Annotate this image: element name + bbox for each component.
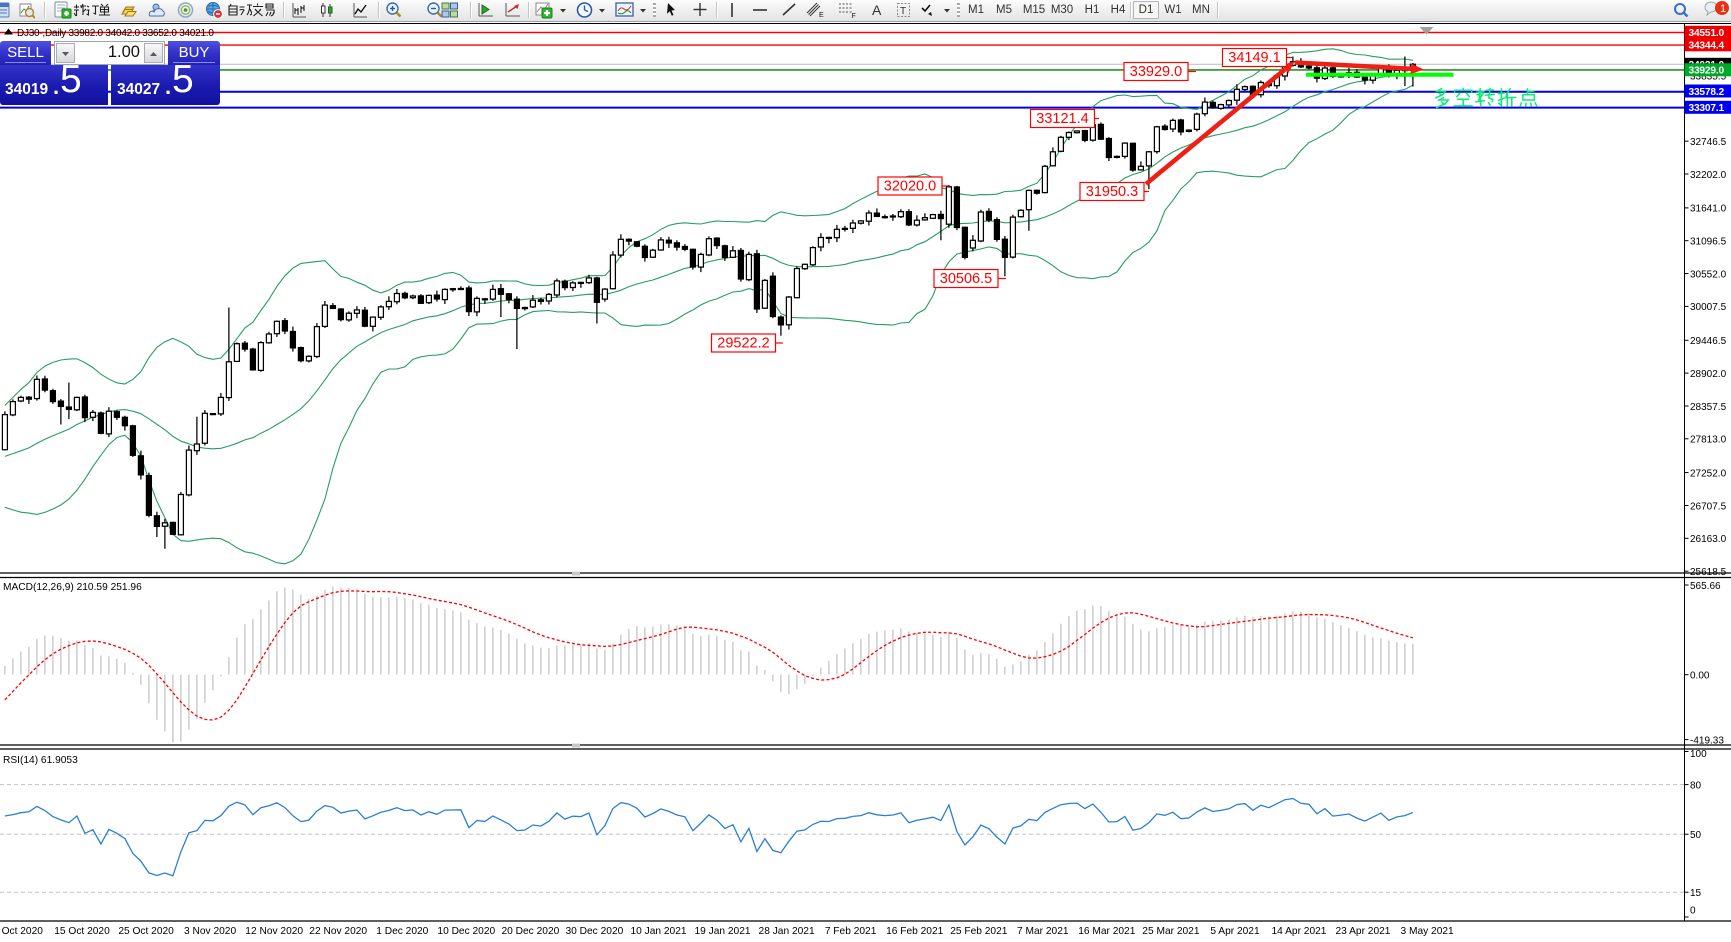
svg-text:32746.5: 32746.5 xyxy=(1690,137,1727,148)
svg-text:33929.0: 33929.0 xyxy=(1689,66,1725,77)
svg-text:25 Feb 2021: 25 Feb 2021 xyxy=(950,926,1008,937)
svg-text:1: 1 xyxy=(1720,3,1726,15)
svg-text:25 Mar 2021: 25 Mar 2021 xyxy=(1142,926,1200,937)
svg-text:26163.0: 26163.0 xyxy=(1690,534,1727,545)
svg-text:10 Jan 2021: 10 Jan 2021 xyxy=(630,926,686,937)
svg-text:33578.2: 33578.2 xyxy=(1689,87,1725,98)
svg-text:31950.3: 31950.3 xyxy=(1086,184,1138,200)
svg-text:3 May 2021: 3 May 2021 xyxy=(1400,926,1454,937)
svg-text:28 Jan 2021: 28 Jan 2021 xyxy=(759,926,815,937)
svg-text:31096.5: 31096.5 xyxy=(1690,237,1727,248)
svg-text:16 Feb 2021: 16 Feb 2021 xyxy=(886,926,944,937)
svg-text:30 Dec 2020: 30 Dec 2020 xyxy=(566,926,624,937)
svg-text:30552.0: 30552.0 xyxy=(1690,269,1727,280)
svg-text:27813.0: 27813.0 xyxy=(1690,435,1727,446)
svg-text:25618.5: 25618.5 xyxy=(1690,567,1727,578)
svg-text:F: F xyxy=(852,13,856,20)
svg-text:28902.0: 28902.0 xyxy=(1690,369,1727,380)
svg-text:33121.4: 33121.4 xyxy=(1036,111,1088,127)
svg-text:29446.5: 29446.5 xyxy=(1690,336,1727,347)
svg-text:30506.5: 30506.5 xyxy=(940,271,992,287)
svg-text:33307.1: 33307.1 xyxy=(1689,103,1725,114)
svg-text:100: 100 xyxy=(1690,749,1707,760)
svg-text:7 Mar 2021: 7 Mar 2021 xyxy=(1017,926,1069,937)
svg-text:10 Dec 2020: 10 Dec 2020 xyxy=(437,926,495,937)
svg-text:33929.0: 33929.0 xyxy=(1130,64,1182,80)
svg-text:31641.0: 31641.0 xyxy=(1690,204,1727,215)
svg-text:565.66: 565.66 xyxy=(1690,581,1721,592)
svg-text:DJ30-,Daily 33982.0 34042.0 3: DJ30-,Daily 33982.0 34042.0 33652.0 3402… xyxy=(17,28,214,39)
svg-text:MACD(12,26,9) 210.59 251.96: MACD(12,26,9) 210.59 251.96 xyxy=(3,582,142,593)
svg-text:E: E xyxy=(819,12,824,19)
svg-text:-419.33: -419.33 xyxy=(1690,735,1724,746)
svg-text:33835.5: 33835.5 xyxy=(1690,71,1727,82)
svg-text:7 Feb 2021: 7 Feb 2021 xyxy=(825,926,877,937)
svg-text:3 Nov 2020: 3 Nov 2020 xyxy=(184,926,236,937)
svg-text:16 Mar 2021: 16 Mar 2021 xyxy=(1078,926,1136,937)
svg-text:32020.0: 32020.0 xyxy=(884,179,936,195)
svg-text:27252.0: 27252.0 xyxy=(1690,468,1727,479)
svg-text:34344.4: 34344.4 xyxy=(1689,41,1725,52)
svg-text:25 Oct 2020: 25 Oct 2020 xyxy=(118,926,174,937)
svg-text:23 Apr 2021: 23 Apr 2021 xyxy=(1336,926,1391,937)
svg-text:5 Apr 2021: 5 Apr 2021 xyxy=(1210,926,1260,937)
svg-text:30007.5: 30007.5 xyxy=(1690,302,1727,313)
svg-text:14 Apr 2021: 14 Apr 2021 xyxy=(1272,926,1327,937)
svg-text:34149.1: 34149.1 xyxy=(1228,50,1280,66)
svg-text:1 Dec 2020: 1 Dec 2020 xyxy=(376,926,428,937)
svg-text:15: 15 xyxy=(1690,888,1702,899)
svg-text:29522.2: 29522.2 xyxy=(717,336,769,352)
svg-text:5 Oct 2020: 5 Oct 2020 xyxy=(0,926,43,937)
svg-text:0.00: 0.00 xyxy=(1690,671,1710,682)
svg-text:32202.0: 32202.0 xyxy=(1690,170,1727,181)
svg-text:T: T xyxy=(900,6,906,17)
svg-text:28357.5: 28357.5 xyxy=(1690,402,1727,413)
svg-text:50: 50 xyxy=(1690,830,1702,841)
svg-text:12 Nov 2020: 12 Nov 2020 xyxy=(245,926,303,937)
svg-text:15 Oct 2020: 15 Oct 2020 xyxy=(54,926,110,937)
svg-text:80: 80 xyxy=(1690,780,1702,791)
svg-text:20 Dec 2020: 20 Dec 2020 xyxy=(502,926,560,937)
svg-text:22 Nov 2020: 22 Nov 2020 xyxy=(309,926,367,937)
svg-text:26707.5: 26707.5 xyxy=(1690,501,1727,512)
svg-text:19 Jan 2021: 19 Jan 2021 xyxy=(694,926,750,937)
svg-text:RSI(14) 61.9053: RSI(14) 61.9053 xyxy=(3,755,78,766)
svg-text:0: 0 xyxy=(1690,906,1696,917)
svg-text:34551.0: 34551.0 xyxy=(1689,28,1725,39)
